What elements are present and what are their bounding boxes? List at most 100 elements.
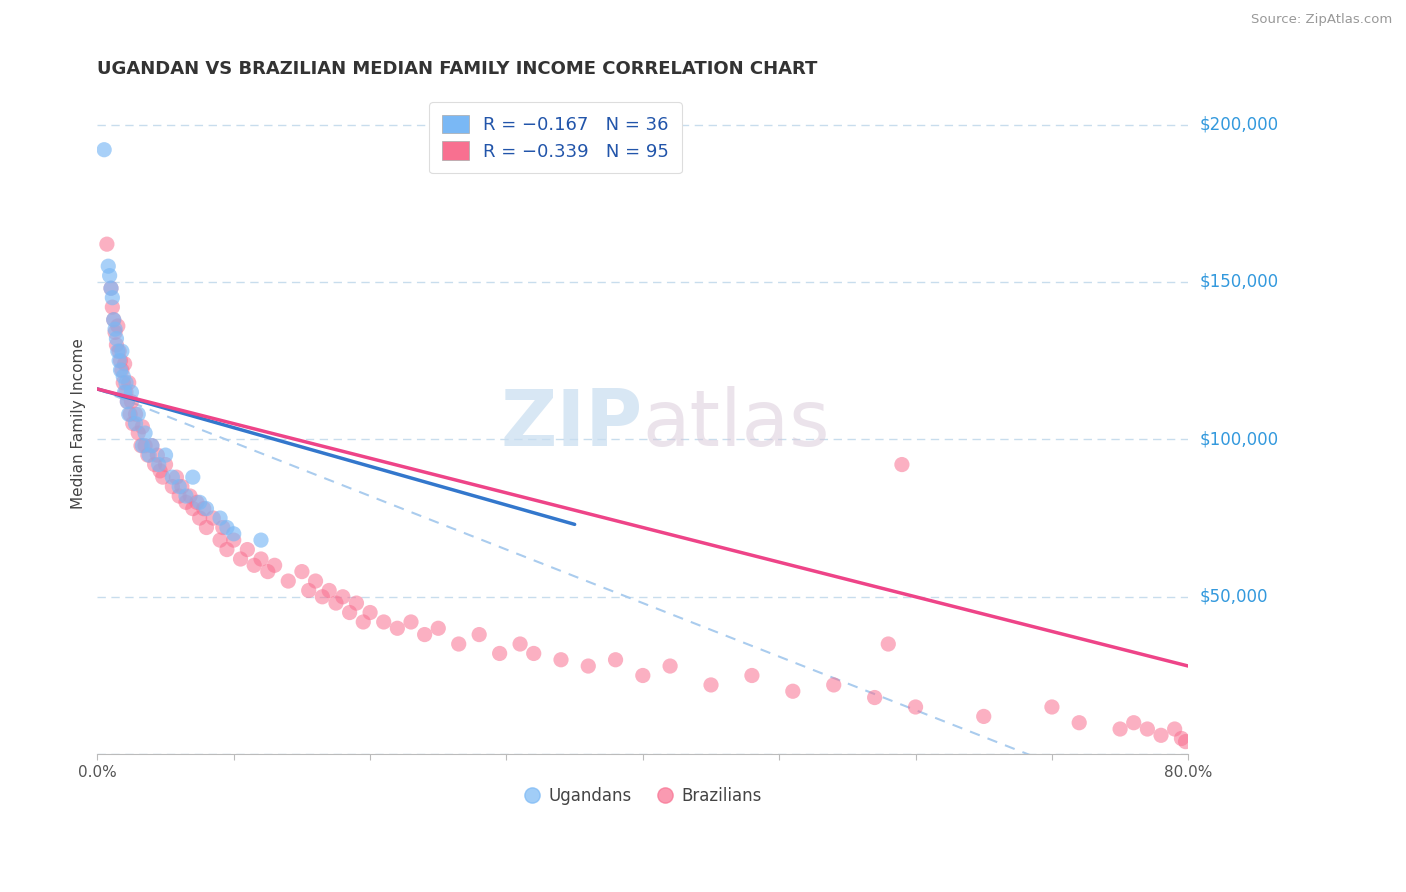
Point (186, 495, 208, 509)
Point (215, 542, 238, 557)
Point (105, 332, 128, 346)
Point (100, 281, 122, 295)
Point (973, 709, 995, 723)
Point (1109, 722, 1132, 736)
Point (1069, 715, 1091, 730)
Point (107, 344, 129, 359)
Point (141, 439, 163, 453)
Point (111, 344, 134, 359)
Point (823, 678, 845, 692)
Point (162, 470, 184, 484)
Legend: Ugandans, Brazilians: Ugandans, Brazilians (517, 780, 769, 812)
Point (427, 621, 450, 635)
Point (98, 268, 121, 283)
Point (97, 259, 120, 273)
Point (127, 426, 149, 441)
Point (447, 637, 470, 651)
Point (359, 606, 381, 620)
Point (222, 526, 245, 541)
Point (117, 394, 139, 409)
Point (291, 565, 314, 579)
Point (229, 552, 252, 566)
Point (1170, 731, 1192, 746)
Point (143, 458, 166, 472)
Point (181, 501, 204, 516)
Text: $200,000: $200,000 (1199, 116, 1278, 134)
Point (152, 470, 174, 484)
Point (700, 678, 723, 692)
Point (114, 385, 136, 400)
Point (170, 480, 193, 494)
Point (93, 143, 115, 157)
Point (209, 533, 232, 548)
Y-axis label: Median Family Income: Median Family Income (72, 338, 86, 509)
Point (339, 606, 361, 620)
Point (277, 574, 299, 588)
Text: atlas: atlas (643, 385, 831, 462)
Point (304, 574, 326, 588)
Point (202, 511, 225, 525)
Point (605, 653, 627, 667)
Point (148, 458, 170, 472)
Text: $100,000: $100,000 (1199, 430, 1278, 449)
Point (179, 489, 201, 503)
Text: $150,000: $150,000 (1199, 273, 1278, 291)
Point (193, 501, 215, 516)
Point (413, 627, 436, 641)
Point (120, 394, 142, 409)
Point (115, 385, 138, 400)
Point (149, 464, 172, 478)
Point (222, 533, 245, 548)
Point (117, 394, 139, 409)
Point (209, 511, 232, 525)
Point (1122, 715, 1144, 730)
Point (352, 615, 374, 629)
Point (134, 439, 156, 453)
Point (659, 659, 682, 673)
Point (167, 489, 190, 503)
Point (399, 615, 422, 629)
Point (136, 448, 159, 462)
Point (631, 668, 654, 682)
Point (108, 353, 131, 368)
Point (1150, 728, 1173, 742)
Point (332, 590, 354, 604)
Point (509, 637, 531, 651)
Point (110, 353, 132, 368)
Point (138, 448, 160, 462)
Point (120, 407, 142, 421)
Point (1174, 734, 1197, 748)
Point (101, 291, 124, 305)
Point (174, 489, 197, 503)
Point (311, 590, 333, 604)
Point (550, 653, 572, 667)
Point (124, 417, 146, 431)
Text: UGANDAN VS BRAZILIAN MEDIAN FAMILY INCOME CORRELATION CHART: UGANDAN VS BRAZILIAN MEDIAN FAMILY INCOM… (97, 60, 818, 78)
Point (134, 426, 156, 441)
Point (318, 583, 340, 598)
Point (325, 596, 347, 610)
Point (236, 542, 259, 557)
Point (155, 458, 177, 472)
Point (782, 684, 804, 698)
Point (115, 376, 138, 390)
Point (114, 357, 136, 371)
Point (215, 520, 238, 534)
Point (111, 363, 134, 377)
Point (576, 659, 599, 673)
Point (146, 448, 169, 462)
Point (141, 439, 163, 453)
Point (387, 621, 409, 635)
Point (104, 322, 127, 336)
Point (263, 558, 285, 573)
Point (103, 312, 125, 326)
Point (211, 520, 233, 534)
Point (118, 376, 141, 390)
Point (195, 520, 218, 534)
Point (167, 480, 190, 494)
Point (1163, 722, 1185, 736)
Point (1136, 722, 1159, 736)
Point (1040, 700, 1063, 714)
Point (101, 300, 124, 314)
Point (250, 552, 273, 566)
